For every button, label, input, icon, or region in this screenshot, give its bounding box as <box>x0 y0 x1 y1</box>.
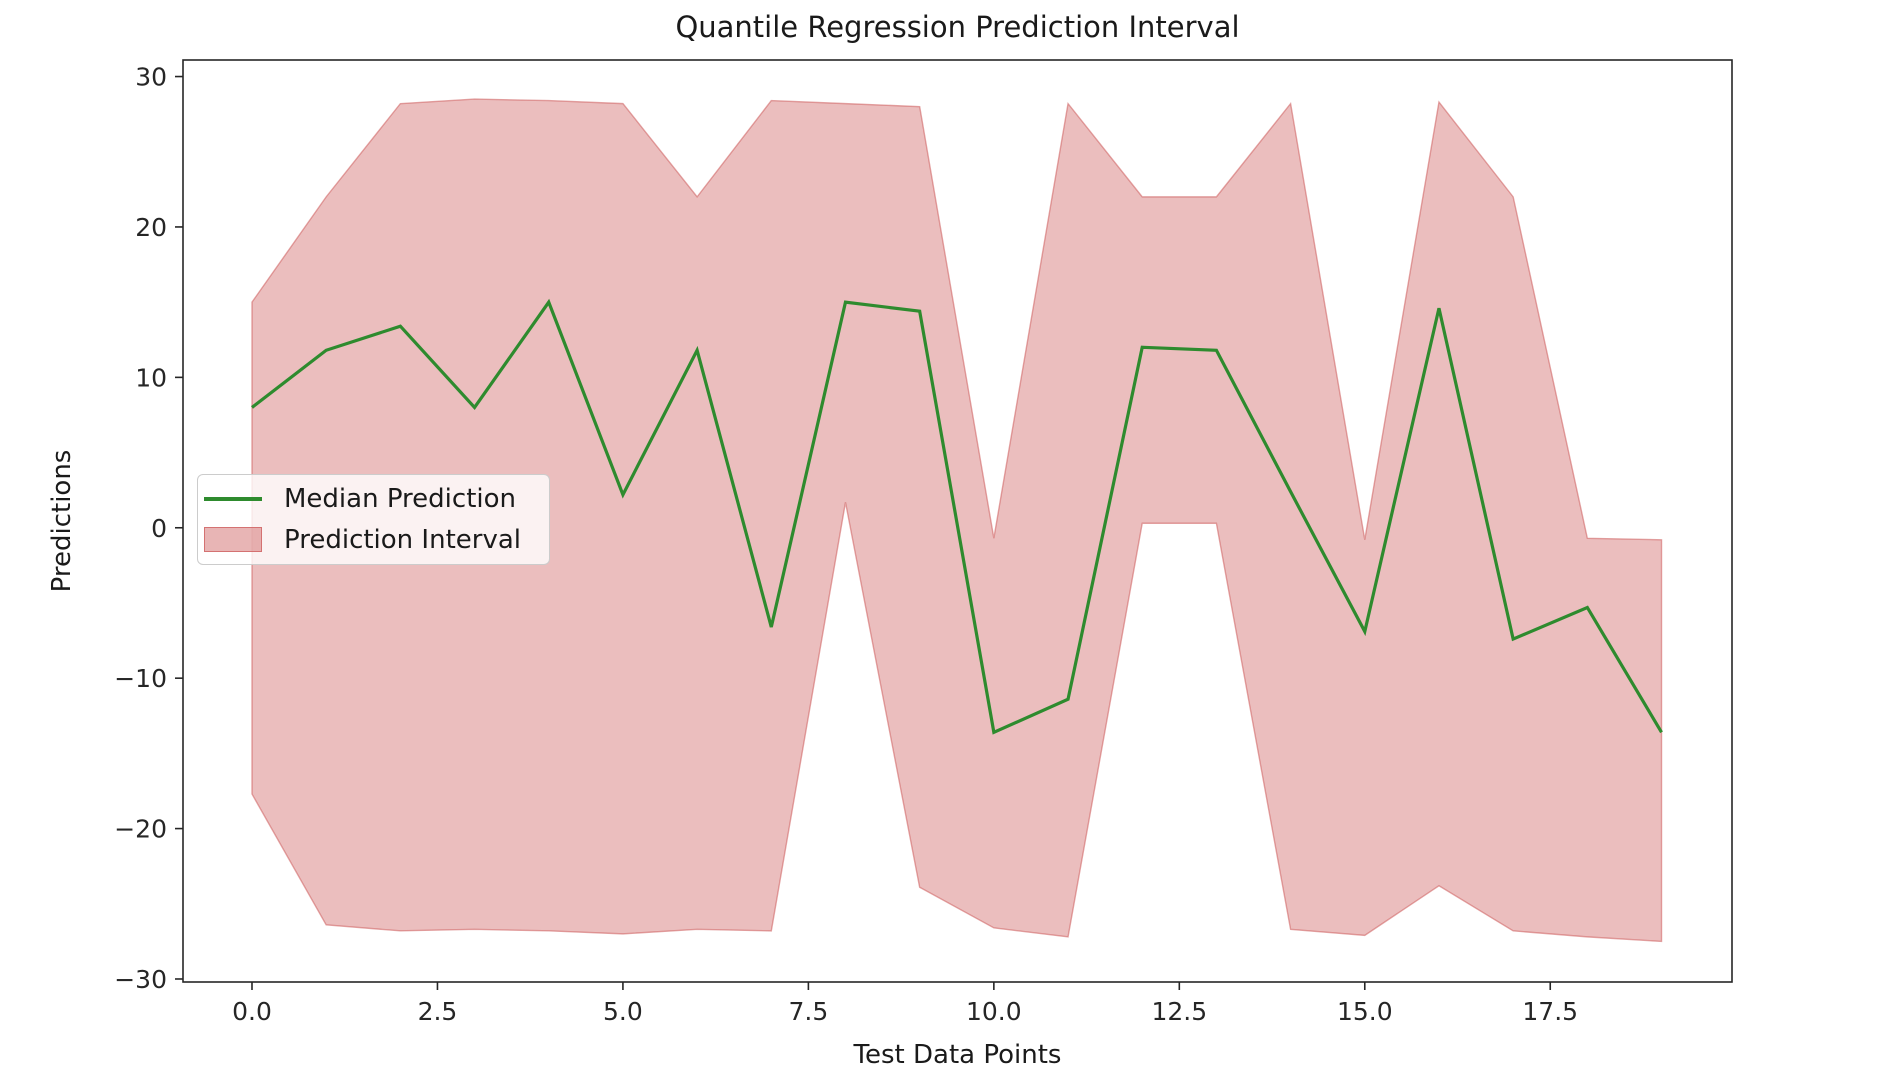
x-tick-label: 17.5 <box>1522 997 1578 1026</box>
median-line-swatch <box>204 497 262 502</box>
legend-item-interval: Prediction Interval <box>204 520 549 560</box>
median-prediction-line <box>251 298 1663 735</box>
x-tick-label: 10.0 <box>966 997 1022 1026</box>
y-tick-label: 30 <box>135 63 167 92</box>
y-tick-label: 0 <box>151 514 167 543</box>
prediction-interval-swatch <box>204 527 262 553</box>
legend: Median Prediction Prediction Interval <box>197 474 550 565</box>
x-tick-label: 7.5 <box>789 997 829 1026</box>
x-tick-label: 2.5 <box>418 997 458 1026</box>
legend-label-median: Median Prediction <box>284 484 516 515</box>
y-tick-label: −20 <box>114 815 167 844</box>
y-axis-label: Predictions <box>47 449 77 593</box>
y-tick-label: −30 <box>114 965 167 994</box>
x-axis-label: Test Data Points <box>853 1040 1062 1070</box>
x-tick-label: 15.0 <box>1337 997 1393 1026</box>
x-tick-label: 12.5 <box>1151 997 1207 1026</box>
y-tick-label: 10 <box>135 363 167 392</box>
y-tick-label: 20 <box>135 213 167 242</box>
legend-label-interval: Prediction Interval <box>284 524 521 555</box>
axes-spines <box>182 59 1733 983</box>
chart-title: Quantile Regression Prediction Interval <box>675 10 1240 44</box>
x-tick-label: 0.0 <box>232 997 272 1026</box>
x-tick-label: 5.0 <box>603 997 643 1026</box>
legend-item-median: Median Prediction <box>204 479 549 519</box>
y-tick-label: −10 <box>114 664 167 693</box>
